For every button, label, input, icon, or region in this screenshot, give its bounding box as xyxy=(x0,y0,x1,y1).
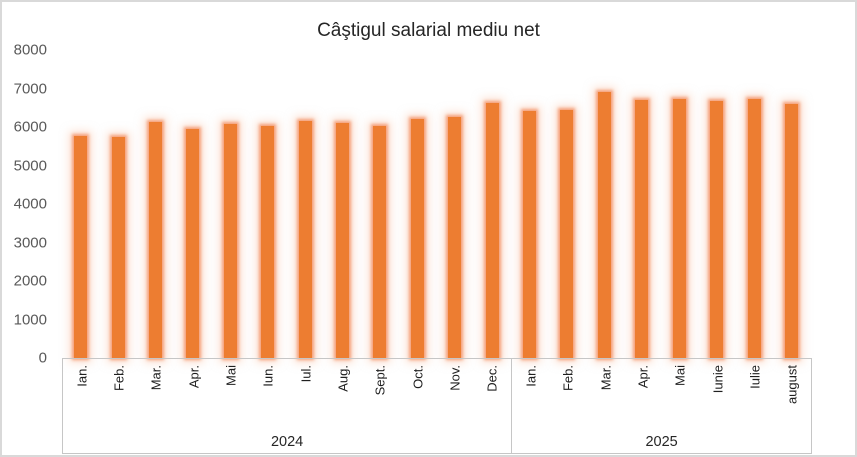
bar-slot xyxy=(324,50,361,358)
bar-slot xyxy=(361,50,398,358)
bar-slot xyxy=(548,50,585,358)
y-tick-label: 0 xyxy=(38,349,47,367)
bar-slot xyxy=(661,50,698,358)
month-label: august xyxy=(784,365,800,405)
month-label: Iun. xyxy=(260,365,276,387)
month-label: Ian. xyxy=(74,365,90,387)
bar-2024-aug xyxy=(336,122,350,358)
bar-slot xyxy=(773,50,810,358)
bar-slot xyxy=(174,50,211,358)
month-label: Feb. xyxy=(111,365,127,392)
bar-2024-nov xyxy=(448,116,462,358)
year-group-2025: Ian. Feb. Mar. Apr. Mai Iunie Iulie august 2025 xyxy=(511,359,811,453)
plot-area xyxy=(62,50,810,358)
month-label: Iulie xyxy=(747,365,763,389)
bar-2024-feb xyxy=(111,137,125,358)
bar-2024-iul xyxy=(298,121,312,358)
bar-slot xyxy=(473,50,510,358)
month-label: Mar. xyxy=(148,365,164,391)
bar-slot xyxy=(249,50,286,358)
year-label: 2025 xyxy=(645,434,678,450)
bar-slot xyxy=(137,50,174,358)
month-label: Nov. xyxy=(447,365,463,391)
bar-slot xyxy=(511,50,548,358)
month-label: Iunie xyxy=(710,365,726,394)
bar-slot xyxy=(623,50,660,358)
bar-slot xyxy=(698,50,735,358)
month-label: Oct. xyxy=(410,365,426,389)
bar-2025-iunie xyxy=(710,100,724,358)
bar-2025-ian xyxy=(523,111,537,358)
y-tick-label: 8000 xyxy=(13,41,47,59)
bar-2025-august xyxy=(784,104,798,358)
y-tick-label: 1000 xyxy=(13,311,47,328)
bar-slot xyxy=(286,50,323,358)
bar-2025-apr xyxy=(635,100,649,358)
month-label: Mai xyxy=(672,365,688,386)
month-label: Aug. xyxy=(335,365,351,392)
bar-2025-mai xyxy=(672,98,686,358)
month-label: Dec. xyxy=(484,365,500,392)
month-label: Mai xyxy=(223,365,239,386)
y-tick-label: 4000 xyxy=(13,195,47,213)
bar-2024-iun xyxy=(261,126,275,358)
month-label: Apr. xyxy=(186,365,202,389)
bar-2024-apr xyxy=(186,128,200,358)
month-label: Feb. xyxy=(560,365,576,392)
year-label: 2024 xyxy=(270,434,304,450)
bar-2024-oct xyxy=(410,118,424,358)
bar-slot xyxy=(436,50,473,358)
y-tick-label: 2000 xyxy=(13,272,47,290)
bar-slot xyxy=(586,50,623,358)
month-label: Sept. xyxy=(372,365,388,396)
bar-2024-sept xyxy=(373,126,387,358)
y-tick-label: 5000 xyxy=(13,157,47,174)
bar-slot xyxy=(399,50,436,358)
bar-2025-iulie xyxy=(747,99,761,358)
bar-slot xyxy=(735,50,772,358)
year-group-2024: Ian. Feb. Mar. Apr. Mai Iun. Iul. Aug. Sept. Oct.… xyxy=(63,359,511,453)
month-label: Mar. xyxy=(598,365,614,391)
y-tick-label: 7000 xyxy=(13,80,47,97)
y-axis: 0 1000 2000 3000 4000 5000 6000 7000 8000 xyxy=(2,2,49,455)
month-label: Apr. xyxy=(635,365,651,389)
bar-slot xyxy=(99,50,136,358)
category-axis: Ian. Feb. Mar. Apr. Mai Iun. Iul. Aug. Sept. Oct.… xyxy=(62,358,812,454)
y-tick-label: 3000 xyxy=(13,234,47,251)
bar-2024-dec xyxy=(485,103,499,358)
bar-2025-feb xyxy=(560,109,574,358)
bar-2024-mar xyxy=(149,121,163,358)
y-tick-label: 6000 xyxy=(13,118,47,136)
month-label: Iul. xyxy=(298,365,314,383)
month-label: Ian. xyxy=(523,365,539,387)
bar-2025-mar xyxy=(597,91,611,358)
bar-slot xyxy=(62,50,99,358)
bar-slot xyxy=(212,50,249,358)
bar-2024-ian xyxy=(74,135,88,358)
bar-2024-mai xyxy=(223,123,237,358)
chart-title: Câştigul salarial mediu net xyxy=(317,20,540,41)
